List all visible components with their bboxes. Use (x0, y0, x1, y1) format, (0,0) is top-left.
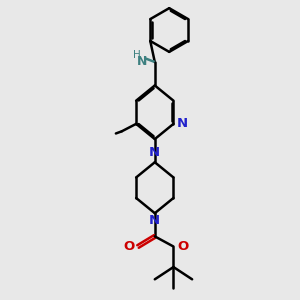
Text: N: N (149, 146, 160, 159)
Text: N: N (137, 55, 147, 68)
Text: O: O (123, 240, 134, 253)
Text: N: N (177, 117, 188, 130)
Text: O: O (177, 240, 188, 253)
Text: N: N (149, 214, 160, 227)
Text: H: H (133, 50, 141, 60)
